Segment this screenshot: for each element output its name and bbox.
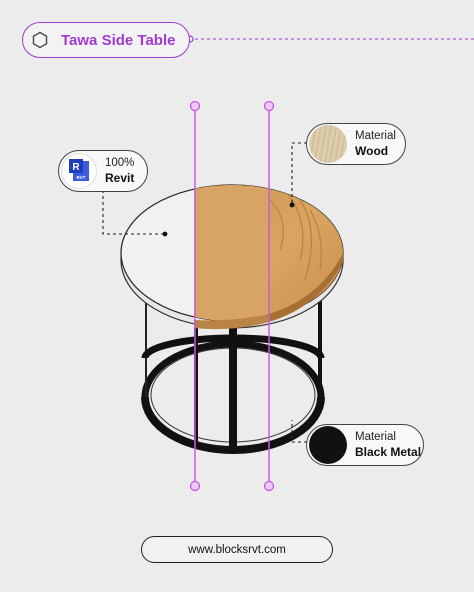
- wood-caption: Material: [355, 130, 396, 142]
- wood-material-callout: Material Wood: [306, 123, 406, 165]
- revit-name: Revit: [105, 171, 135, 185]
- section-guides: [189, 100, 275, 492]
- header-connector: [186, 35, 474, 43]
- title-badge: Tawa Side Table: [22, 22, 191, 58]
- page-title: Tawa Side Table: [61, 31, 176, 49]
- metal-label: Material Black Metal: [355, 430, 421, 460]
- metal-name: Black Metal: [355, 445, 422, 459]
- revit-callout: R RVT 100% Revit: [58, 150, 148, 192]
- revit-logo-text: RVT: [77, 175, 86, 180]
- metal-swatch: [309, 426, 347, 464]
- wood-swatch: [309, 125, 347, 163]
- callout-leaders: [102, 142, 307, 443]
- metal-caption: Material: [355, 431, 396, 443]
- wood-label: Material Wood: [355, 129, 396, 159]
- revit-logo-letter: R: [72, 162, 80, 173]
- revit-logo-icon: R RVT: [61, 153, 97, 189]
- wood-name: Wood: [355, 144, 389, 158]
- website-link[interactable]: www.blocksrvt.com: [141, 536, 333, 563]
- metal-base: [141, 296, 325, 454]
- revit-percent: 100%: [105, 157, 135, 169]
- metal-material-callout: Material Black Metal: [306, 424, 424, 466]
- hexagon-icon: [25, 25, 55, 55]
- revit-label: 100% Revit: [105, 156, 134, 186]
